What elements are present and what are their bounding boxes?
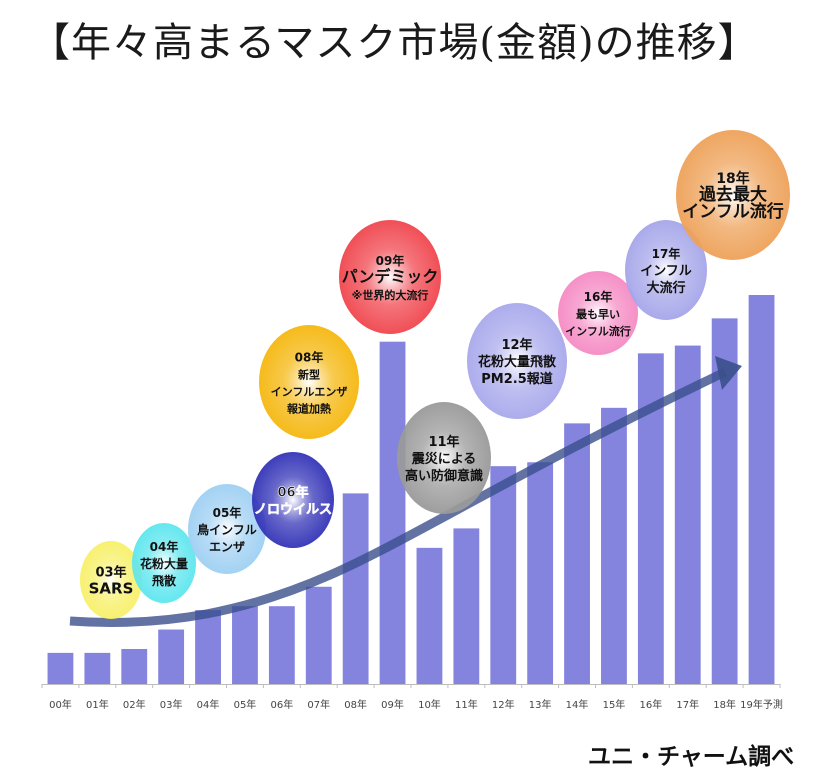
- bubble-shape: [188, 484, 266, 574]
- bubble-text-line: ノロウイルス: [254, 503, 332, 518]
- bubble-shape: [397, 402, 491, 514]
- bubble-text-line: 04年: [150, 539, 179, 554]
- bubble-shape: [259, 325, 359, 439]
- bubble-text-line: 17年: [652, 246, 681, 261]
- bubble-text-line: 最も早い: [576, 308, 620, 321]
- x-tick-label: 10年: [418, 698, 441, 711]
- bar-05年: [232, 606, 258, 684]
- bar-09年: [379, 341, 406, 684]
- bar-01年: [84, 652, 111, 684]
- bar-06年: [268, 606, 295, 684]
- bar-15年: [601, 407, 627, 684]
- bubble-text-line: ※世界的大流行: [352, 288, 429, 302]
- bar-19年予測: [748, 295, 775, 684]
- bubble-text-line: PM2.5報道: [481, 371, 553, 387]
- x-tick-label: 13年: [529, 698, 552, 711]
- bar-04年: [195, 610, 221, 684]
- bubble-shape: [558, 271, 638, 355]
- bubble-text-line: 花粉大量飛散: [478, 354, 557, 370]
- bubble-text-line: 新型: [298, 368, 320, 382]
- bubble-text-line: エンザ: [209, 540, 245, 554]
- x-tick-label: 07年: [307, 698, 330, 711]
- bubble-text-line: インフルエンザ: [271, 386, 348, 399]
- bubble-text-line: 12年: [501, 337, 532, 353]
- bubble-text-line: 花粉大量: [140, 556, 188, 571]
- bubble-shape: [676, 130, 790, 260]
- bar-00年: [47, 652, 74, 684]
- bubble-text-line: 報道加熱: [287, 402, 331, 416]
- x-tick-label: 16年: [639, 698, 662, 711]
- bubble-text-line: 震災による: [411, 452, 477, 467]
- x-tick-label: 17年: [676, 698, 699, 711]
- bubble-text-line: パンデミック: [342, 267, 439, 286]
- bubble-shape: [467, 303, 567, 419]
- bar-13年: [527, 462, 554, 684]
- data-source-credit: ユニ・チャーム調べ: [588, 744, 795, 770]
- bubble-shape: [132, 523, 196, 603]
- x-tick-label: 14年: [566, 698, 589, 711]
- x-tick-label: 12年: [492, 698, 515, 711]
- bubble-text-line: 05年: [213, 505, 242, 520]
- bar-11年: [453, 528, 480, 684]
- bubble-text-line: 高い防御意識: [405, 468, 483, 484]
- x-tick-label: 18年: [713, 698, 736, 711]
- bubble-shape: [339, 220, 441, 334]
- bubble-text-line: インフル流行: [565, 324, 631, 338]
- bubble-shape: [625, 220, 707, 320]
- bubble-text-line: 06年: [277, 485, 308, 501]
- bubble-shape: [252, 452, 334, 548]
- bubble-text-line: インフル: [640, 264, 692, 279]
- bubble-text-line: SARS: [89, 580, 134, 598]
- x-tick-label: 03年: [160, 698, 183, 711]
- bubble-text-line: 08年: [295, 350, 324, 365]
- bar-07年: [305, 586, 332, 684]
- bar-08年: [342, 493, 369, 684]
- bubble-text-line: 大流行: [646, 280, 685, 296]
- x-tick-label: 11年: [455, 698, 478, 711]
- x-tick-label: 06年: [270, 698, 293, 711]
- bar-03年: [158, 629, 185, 684]
- bubble-text-line: 09年: [376, 253, 405, 268]
- bubble-text-line: 18年: [716, 170, 749, 187]
- bubble-text-line: 11年: [428, 434, 459, 450]
- bubble-shape: [80, 541, 142, 619]
- trend-arrow-head-icon: [715, 356, 742, 390]
- x-tick-label: 02年: [123, 698, 146, 711]
- bar-17年: [674, 345, 701, 684]
- bubble-text-line: 03年: [95, 565, 126, 581]
- trend-arrow-shaft: [69, 367, 727, 627]
- chart-title: 【年々高まるマスク市場(金額)の推移】: [30, 20, 759, 66]
- x-tick-label: 19年予測: [740, 698, 783, 711]
- x-tick-label: 08年: [344, 698, 367, 711]
- bubble-text-line: インフル流行: [682, 201, 784, 222]
- x-tick-label: 15年: [603, 698, 626, 711]
- bar-02年: [121, 648, 148, 684]
- bar-14年: [564, 423, 590, 684]
- bubble-text-line: 16年: [584, 289, 613, 304]
- x-tick-label: 00年: [49, 698, 72, 711]
- bubble-text-line: 飛散: [151, 573, 177, 588]
- bubble-text-line: 鳥インフル: [197, 522, 257, 537]
- bar-10年: [416, 547, 443, 684]
- x-tick-label: 04年: [197, 698, 220, 711]
- x-tick-label: 09年: [381, 698, 404, 711]
- bar-12年: [490, 466, 517, 684]
- x-tick-label: 05年: [234, 698, 257, 711]
- bubble-text-line: 過去最大: [699, 184, 767, 205]
- x-tick-label: 01年: [86, 698, 109, 711]
